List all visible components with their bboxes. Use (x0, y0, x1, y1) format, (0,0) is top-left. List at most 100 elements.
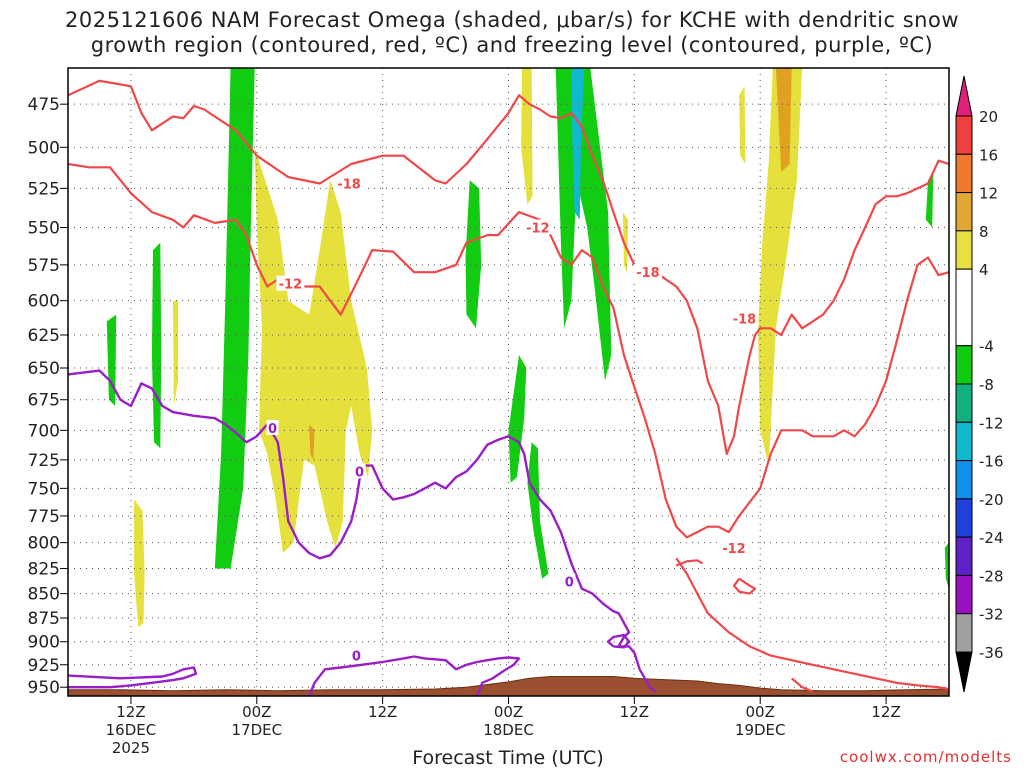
red-contour--12-5 (790, 677, 814, 693)
freezing-contour-0 (68, 369, 657, 693)
contour-label-bg-1 (276, 275, 305, 291)
y-tick-label-850: 850 (28, 585, 60, 605)
x-axis-label: Forecast Time (UTC) (412, 747, 603, 768)
y-tick-label-625: 625 (28, 326, 60, 346)
x-tick-year-6: 2025 (112, 739, 150, 757)
x-tick-label-42: 00Z (494, 703, 523, 721)
colorbar-label-11: -28 (979, 567, 1004, 585)
omega-region-16 (758, 68, 803, 466)
chart-title-line-1: 2025121606 NAM Forecast Omega (shaded, μ… (64, 8, 959, 32)
colorbar: 20 16 12 8 4 -4 -8 -12 -16 -20 -24 -28 -32 -36 (955, 75, 1004, 693)
omega-region-7 (925, 172, 934, 228)
colorbar-bottom-arrow (955, 651, 973, 693)
colorbar-label-10: -24 (979, 529, 1004, 547)
contour-label-bg-9 (350, 647, 363, 663)
colorbar-bin-12 (955, 613, 973, 653)
contour-label-3: -18 (636, 266, 660, 281)
y-tick-label-750: 750 (28, 479, 60, 499)
y-tick-label-500: 500 (28, 138, 60, 158)
y-tick-label-800: 800 (28, 534, 60, 554)
omega-region-17 (775, 68, 792, 173)
omega-shading-layer (106, 68, 949, 628)
colorbar-bin-6 (955, 383, 973, 423)
contour-label-1: -12 (279, 278, 303, 293)
omega-region-5 (527, 442, 549, 579)
site-credit[interactable]: coolwx.com/modelts (839, 748, 1012, 766)
y-tick-label-950: 950 (28, 678, 60, 698)
colorbar-bin-3 (955, 230, 973, 270)
contour-label-bg-8 (563, 573, 576, 589)
y-tick-label-525: 525 (28, 179, 60, 199)
colorbar-bin-11 (955, 574, 973, 615)
freezing-level-contours (68, 369, 657, 696)
x-tick-label-30: 12Z (368, 703, 397, 721)
ground-terrain (68, 676, 949, 696)
contour-label-0: -18 (337, 178, 361, 193)
red-contour--18-0 (68, 79, 949, 456)
colorbar-label-5: -4 (979, 338, 994, 356)
colorbar-label-9: -20 (979, 491, 1004, 509)
dendritic-growth-contours (68, 79, 949, 693)
contour-label-bg-5 (719, 539, 748, 555)
y-tick-label-875: 875 (28, 609, 60, 629)
colorbar-bin-7 (955, 421, 973, 462)
contour-label-bg-3 (633, 264, 662, 280)
gridlines (68, 68, 949, 696)
omega-region-4 (508, 355, 527, 483)
contour-label-8: 0 (565, 576, 574, 591)
red-contour--12-1 (68, 162, 949, 539)
colorbar-label-2: 12 (979, 185, 998, 203)
omega-region-3 (465, 180, 482, 329)
freezing-contour-2 (68, 666, 198, 689)
colorbar-label-8: -16 (979, 453, 1004, 471)
x-tick-date-18: 17DEC (231, 721, 282, 739)
plot-frame (67, 67, 950, 697)
colorbar-label-12: -32 (979, 606, 1004, 624)
x-tick-label-18: 00Z (242, 703, 271, 721)
y-tick-label-900: 900 (28, 633, 60, 653)
omega-region-18 (309, 424, 315, 460)
contour-labels: -18 -12 -12 -18 -18 -12 0 0 0 0 (266, 175, 759, 665)
freezing-contour-3 (308, 655, 521, 696)
y-axis: 475 500 525 550 575 600 625 650 675 700 725 750 775 8… (28, 95, 68, 698)
y-tick-label-825: 825 (28, 560, 60, 580)
colorbar-bin-9 (955, 498, 973, 538)
omega-region-0 (214, 68, 255, 569)
x-tick-label-66: 00Z (746, 703, 775, 721)
omega-region-2 (151, 242, 162, 449)
colorbar-bin-5 (955, 345, 973, 385)
omega-region-15 (739, 86, 746, 164)
omega-region-10 (254, 147, 373, 554)
contour-label-bg-4 (730, 310, 759, 326)
x-tick-date-42: 18DEC (483, 721, 534, 739)
colorbar-top-arrow (955, 75, 973, 117)
chart-title-line-2: growth region (contoured, red, ºC) and f… (90, 33, 934, 57)
x-tick-label-54: 12Z (620, 703, 649, 721)
x-tick-date-6: 16DEC (106, 721, 157, 739)
omega-region-11 (134, 499, 145, 628)
colorbar-bin-2 (955, 192, 973, 232)
omega-region-8 (944, 542, 949, 589)
contour-label-5: -12 (722, 542, 746, 557)
colorbar-label-13: -36 (979, 644, 1004, 662)
omega-region-13 (521, 68, 533, 205)
y-tick-label-700: 700 (28, 421, 60, 441)
colorbar-bin-4 (955, 268, 973, 347)
colorbar-bin-0 (955, 115, 973, 155)
ground-layer (68, 676, 949, 696)
contour-label-bg-7 (353, 463, 366, 479)
omega-region-12 (172, 300, 179, 406)
y-tick-label-925: 925 (28, 656, 60, 676)
omega-region-6 (555, 68, 612, 381)
colorbar-bin-8 (955, 460, 973, 500)
contour-label-bg-6 (266, 419, 279, 435)
contour-label-bg-2 (523, 219, 552, 235)
contour-label-9: 0 (352, 650, 361, 665)
colorbar-label-1: 16 (979, 146, 998, 164)
y-tick-label-775: 775 (28, 507, 60, 527)
y-tick-label-725: 725 (28, 451, 60, 471)
red-contour--12-3 (732, 577, 757, 595)
colorbar-label-4: 4 (979, 261, 989, 279)
contour-label-6: 0 (268, 422, 277, 437)
